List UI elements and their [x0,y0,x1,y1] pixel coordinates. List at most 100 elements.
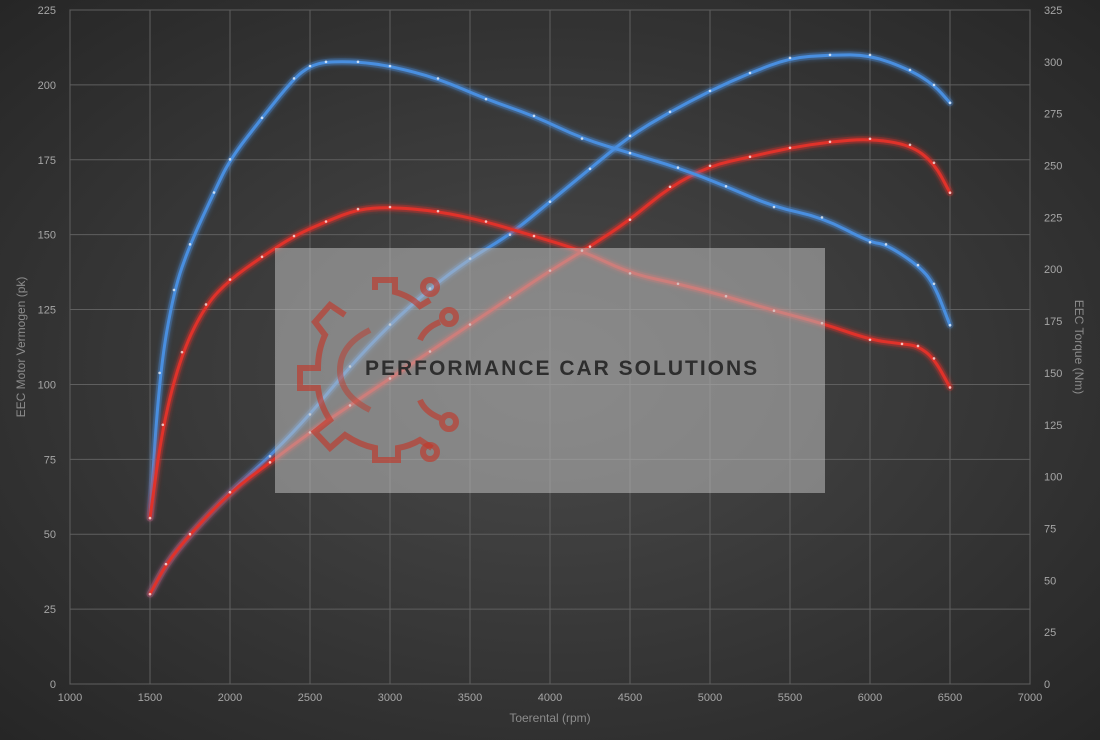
series-point [268,455,272,458]
series-point [508,233,512,236]
left-tick-label: 150 [38,230,56,242]
right-tick-label: 300 [1044,57,1062,69]
series-point [164,562,168,566]
series-point [668,185,672,189]
series-point [356,60,360,64]
series-point [436,77,440,80]
series-point [212,191,216,194]
series-point [932,161,936,165]
left-tick-label: 175 [38,155,56,167]
series-point [588,245,592,248]
series-point [724,184,728,188]
series-point [356,207,360,211]
series-point [588,167,592,171]
series-point [436,209,440,213]
series-point [324,60,328,64]
series-point [484,220,488,223]
series-point [548,200,552,204]
series-point [628,151,632,155]
series-point [292,77,296,80]
series-point [708,164,712,168]
right-tick-label: 275 [1044,109,1062,121]
series-point [580,137,584,140]
series-point [628,134,632,138]
x-tick-label: 3500 [458,692,482,704]
series-point [268,461,272,464]
series-point [668,110,672,114]
series-point [948,101,952,105]
x-tick-label: 1500 [138,692,162,704]
left-tick-label: 50 [44,529,56,541]
right-tick-label: 225 [1044,212,1062,224]
series-lines [146,51,954,598]
x-tick-label: 2500 [298,692,322,704]
x-tick-label: 6000 [858,692,882,704]
watermark-text: PERFORMANCE CAR SOLUTIONS [365,357,759,380]
right-tick-label: 50 [1044,575,1056,587]
series-point [916,344,920,348]
right-tick-label: 125 [1044,420,1062,432]
x-tick-label: 7000 [1018,692,1042,704]
series-line [148,206,952,520]
series-point [532,114,536,118]
series-point [292,234,296,238]
series-point [932,282,936,286]
series-point [772,205,776,209]
series-point [228,490,232,494]
series-point [172,288,176,292]
series-point [828,53,832,57]
series-point [228,158,232,161]
left-axis-ticks: 0 25 50 75 100 125 150 175 200 225 [38,5,56,691]
series-point [180,350,184,354]
x-tick-label: 3000 [378,692,402,704]
left-tick-label: 125 [38,305,56,317]
series-point [484,97,488,101]
right-tick-label: 250 [1044,161,1062,173]
x-tick-label: 6500 [938,692,962,704]
x-tick-label: 2000 [218,692,242,704]
series-point [188,243,192,246]
series-point [260,116,264,120]
x-tick-label: 5500 [778,692,802,704]
series-point [748,71,752,75]
series-point [900,342,904,346]
x-axis-title: Toerental (rpm) [509,711,590,725]
series-point [884,243,888,246]
x-axis-ticks: 1000 1500 2000 2500 3000 3500 4000 4500 5000 5500… [58,692,1042,704]
series-point [228,278,232,281]
series-point [948,323,952,327]
series-point [388,64,392,68]
series-point [260,255,264,259]
series-point [908,143,912,147]
series-point [908,68,912,72]
series-point [676,166,680,169]
grid-lines [69,9,1031,685]
right-tick-label: 200 [1044,264,1062,276]
series-point [161,423,165,427]
series-point [932,357,936,360]
series-point [628,218,632,221]
right-axis-ticks: 0 25 50 75 100 125 150 175 200 225 250 275 300 325 [1044,5,1062,691]
left-axis-title: EEC Motor Vermogen (pk) [14,277,28,418]
series-point [708,89,712,93]
series-line [148,60,952,520]
series-point [748,155,752,159]
series-point [932,83,936,87]
right-axis-title: EEC Torque (Nm) [1072,300,1086,394]
series-point [324,220,328,223]
x-tick-label: 1000 [58,692,82,704]
left-tick-label: 225 [38,5,56,17]
right-tick-label: 0 [1044,679,1050,691]
series-point [532,234,536,238]
series-point [948,386,952,389]
series-point [388,205,392,209]
right-tick-label: 325 [1044,5,1062,17]
left-tick-label: 100 [38,379,56,391]
series-point [868,338,872,342]
series-point [158,371,161,375]
right-tick-label: 150 [1044,368,1062,380]
right-tick-label: 175 [1044,316,1062,328]
series-point [148,592,152,596]
